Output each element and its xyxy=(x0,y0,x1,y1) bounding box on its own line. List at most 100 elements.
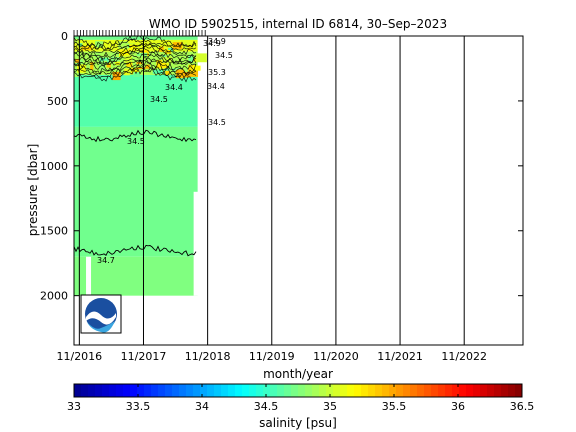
surface-patch xyxy=(196,53,207,63)
contour-line xyxy=(74,50,197,65)
colorbar-cell xyxy=(340,384,348,397)
colorbar-cell xyxy=(354,384,362,397)
salinity-layer-3 xyxy=(74,74,198,127)
surface-patch xyxy=(74,38,79,44)
contour-line xyxy=(74,43,197,56)
colorbar-cell xyxy=(438,384,446,397)
colorbar-cell xyxy=(200,384,208,397)
colorbar-cell xyxy=(193,384,201,397)
colorbar-cell xyxy=(109,384,117,397)
colorbar-cell xyxy=(417,384,425,397)
y-tick-label: 1500 xyxy=(40,225,68,238)
colorbar-tick-label: 34 xyxy=(195,400,209,413)
surface-patch xyxy=(112,71,121,81)
colorbar-cell xyxy=(249,384,257,397)
profile-time-ticks xyxy=(73,30,206,36)
colorbar-cell xyxy=(81,384,89,397)
colorbar-cell xyxy=(403,384,411,397)
colorbar-cell xyxy=(396,384,404,397)
colorbar-cell xyxy=(165,384,173,397)
data-gap xyxy=(86,256,92,296)
surface-patch xyxy=(184,42,188,52)
contour-label: 34.9 xyxy=(203,39,221,48)
surface-patch xyxy=(152,43,160,48)
colorbar-cell xyxy=(361,384,369,397)
contour-line xyxy=(74,57,197,67)
colorbar-cell xyxy=(333,384,341,397)
salinity-layer-4 xyxy=(74,126,198,257)
colorbar-cell xyxy=(487,384,495,397)
x-tick-label: 11/2022 xyxy=(441,350,487,363)
surface-patch xyxy=(192,65,201,71)
colorbar-cell xyxy=(151,384,159,397)
colorbar-cell xyxy=(186,384,194,397)
colorbar-cell xyxy=(375,384,383,397)
surface-patch xyxy=(90,61,94,71)
colorbar-cell xyxy=(158,384,166,397)
salinity-layer-5 xyxy=(74,256,198,296)
surface-patch xyxy=(95,41,104,48)
salinity-layer-0 xyxy=(74,36,198,40)
surface-patch xyxy=(133,72,140,78)
surface-patch xyxy=(74,69,79,78)
data-gap xyxy=(193,191,208,296)
colorbar-cell xyxy=(473,384,481,397)
contour-label: 34.5 xyxy=(215,51,233,60)
colorbar-tick-label: 33 xyxy=(67,400,81,413)
colorbar-cell xyxy=(312,384,320,397)
surface-patch xyxy=(156,59,167,69)
colorbar-cell xyxy=(228,384,236,397)
colorbar-cell xyxy=(508,384,516,397)
contour-lines: 34.934.9 35.3 34.4 34.5 34.4 34.5 34.5 34.5 34.7 xyxy=(74,36,233,265)
colorbar-cell xyxy=(501,384,509,397)
colorbar-cell xyxy=(452,384,460,397)
surface-patch xyxy=(124,55,132,63)
surface-patch xyxy=(99,61,106,71)
colorbar-cell xyxy=(144,384,152,397)
x-axis: 11/2016 11/2017 11/2018 11/2019 11/2020 11/20… xyxy=(56,350,487,363)
colorbar-cell xyxy=(270,384,278,397)
contour-line xyxy=(74,57,197,72)
colorbar-tick-label: 35.5 xyxy=(382,400,407,413)
colorbar-cell xyxy=(130,384,138,397)
colorbar-cell xyxy=(74,384,82,397)
chart-title: WMO ID 5902515, internal ID 6814, 30–Sep… xyxy=(149,17,447,31)
surface-patch xyxy=(126,61,133,67)
contour-label: 34.7 xyxy=(97,256,115,265)
y-tick-label: 500 xyxy=(47,95,68,108)
contour-line xyxy=(74,68,197,83)
contour-line xyxy=(74,129,197,143)
noaa-logo xyxy=(80,294,122,334)
surface-patch xyxy=(161,56,172,64)
surface-patch xyxy=(180,72,190,78)
surface-patch xyxy=(172,42,183,49)
colorbar-cell xyxy=(137,384,145,397)
colorbar-cell xyxy=(431,384,439,397)
x-tick-label: 11/2018 xyxy=(185,350,231,363)
colorbar-cell xyxy=(172,384,180,397)
x-axis-label: month/year xyxy=(263,367,333,381)
colorbar-cell xyxy=(277,384,285,397)
surface-patch xyxy=(188,64,195,73)
contour-line xyxy=(74,59,197,75)
surface-patch xyxy=(94,52,101,58)
contour-line xyxy=(74,47,197,61)
colorbar-cell xyxy=(445,384,453,397)
surface-patch xyxy=(129,44,137,51)
colorbar-cell xyxy=(326,384,334,397)
contour-label: 34.5 xyxy=(208,118,226,127)
colorbar-cell xyxy=(102,384,110,397)
colorbar-tick-label: 34.5 xyxy=(254,400,279,413)
colorbar-cell xyxy=(214,384,222,397)
surface-patch xyxy=(152,69,163,74)
colorbar-label: salinity [psu] xyxy=(259,416,337,430)
surface-patch xyxy=(104,63,111,68)
colorbar-cell xyxy=(319,384,327,397)
y-axis: 0 500 1000 1500 2000 xyxy=(40,30,523,303)
colorbar-cell xyxy=(256,384,264,397)
colorbar-tick-label: 36.5 xyxy=(510,400,535,413)
colorbar-cell xyxy=(88,384,96,397)
surface-patch xyxy=(165,70,170,76)
contour-line xyxy=(74,244,197,257)
